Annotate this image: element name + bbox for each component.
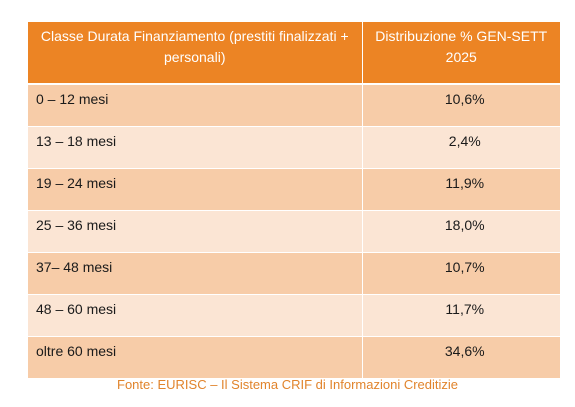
row-value: 11,9%: [362, 168, 560, 210]
row-value: 10,6%: [362, 84, 560, 126]
row-label: 0 – 12 mesi: [28, 84, 363, 126]
distribution-table-container: Classe Durata Finanziamento (prestiti fi…: [28, 22, 560, 379]
row-value: 11,7%: [362, 294, 560, 336]
table-row: 0 – 12 mesi 10,6%: [28, 84, 560, 126]
row-value: 18,0%: [362, 210, 560, 252]
table-row: 48 – 60 mesi 11,7%: [28, 294, 560, 336]
row-label: 13 – 18 mesi: [28, 126, 363, 168]
row-label: 25 – 36 mesi: [28, 210, 363, 252]
table-row: oltre 60 mesi 34,6%: [28, 336, 560, 378]
row-value: 2,4%: [362, 126, 560, 168]
row-value: 10,7%: [362, 252, 560, 294]
table-row: 13 – 18 mesi 2,4%: [28, 126, 560, 168]
table-row: 25 – 36 mesi 18,0%: [28, 210, 560, 252]
row-label: 19 – 24 mesi: [28, 168, 363, 210]
row-label: oltre 60 mesi: [28, 336, 363, 378]
table-row: 19 – 24 mesi 11,9%: [28, 168, 560, 210]
distribution-table: Classe Durata Finanziamento (prestiti fi…: [28, 22, 560, 379]
source-caption: Fonte: EURISC – Il Sistema CRIF di Infor…: [117, 377, 458, 392]
row-label: 48 – 60 mesi: [28, 294, 363, 336]
header-duration-class: Classe Durata Finanziamento (prestiti fi…: [28, 22, 363, 85]
row-value: 34,6%: [362, 336, 560, 378]
table-header-row: Classe Durata Finanziamento (prestiti fi…: [28, 22, 560, 85]
header-distribution: Distribuzione % GEN-SETT 2025: [362, 22, 560, 85]
row-label: 37– 48 mesi: [28, 252, 363, 294]
table-row: 37– 48 mesi 10,7%: [28, 252, 560, 294]
